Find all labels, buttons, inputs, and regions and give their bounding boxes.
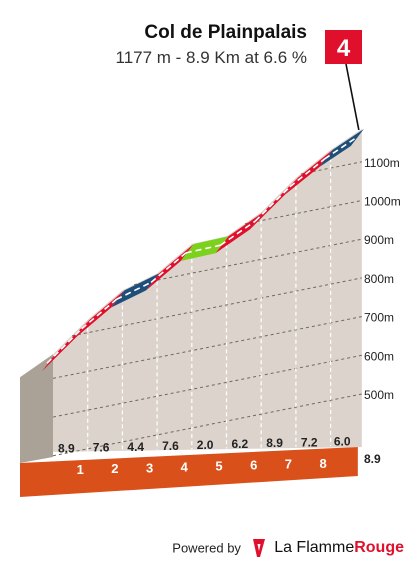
summit-flag-label: 4 xyxy=(337,35,351,62)
elevation-gridline xyxy=(133,238,362,286)
footer-credit: Powered by La FlammeRouge xyxy=(0,538,404,558)
km-marker-label: 6 xyxy=(250,458,257,473)
flag-pole xyxy=(345,63,360,131)
elevation-gridline xyxy=(52,393,362,457)
elevation-gridline xyxy=(244,200,362,225)
elevation-tick-label: 900m xyxy=(364,233,394,247)
km-marker-label: 3 xyxy=(146,460,153,475)
gradient-label: 6.2 xyxy=(232,437,249,451)
brand-name-accent: Rouge xyxy=(354,539,404,556)
elevation-tick-label: 700m xyxy=(364,311,394,325)
km-marker-label: 2 xyxy=(111,461,118,476)
brand-name-main: La Flamme xyxy=(274,539,355,556)
gradient-label: 8.9 xyxy=(266,436,283,450)
road-centerline xyxy=(220,220,256,246)
road-centerline xyxy=(81,298,117,330)
road-centerline xyxy=(254,186,291,222)
climb-title: Col de Plainpalais xyxy=(144,22,307,43)
gradient-label: 8.9 xyxy=(58,442,75,456)
gradient-label: 7.2 xyxy=(301,435,318,449)
road-centerline xyxy=(150,252,187,283)
road-centerline xyxy=(289,158,326,188)
road-segment xyxy=(180,236,229,261)
total-distance-label: 8.9 xyxy=(364,452,381,466)
km-marker-label: 4 xyxy=(181,459,189,474)
elevation-tick-label: 800m xyxy=(364,272,394,286)
elevation-tick-label: 1000m xyxy=(364,195,401,209)
elevation-gridline xyxy=(52,354,362,418)
gradient-label: 2.0 xyxy=(197,438,214,452)
elevation-tick-label: 500m xyxy=(364,388,394,402)
powered-by-text: Powered by xyxy=(172,540,241,556)
road-centerline xyxy=(116,281,152,301)
brand-name: La FlammeRouge xyxy=(274,539,404,556)
km-marker-label: 8 xyxy=(319,456,326,471)
elevation-gridline xyxy=(300,161,362,175)
elevation-gridline xyxy=(52,316,362,379)
climb-subtitle: 1177 m - 8.9 Km at 6.6 % xyxy=(115,48,308,67)
summit-flag xyxy=(325,30,362,64)
road-centerline xyxy=(324,137,357,160)
gradient-label: 6.0 xyxy=(334,434,351,448)
flamme-rouge-logo-icon xyxy=(252,539,265,557)
km-marker-label: 7 xyxy=(285,457,292,472)
km-marker-label: 5 xyxy=(215,459,222,474)
gradient-label: 7.6 xyxy=(162,439,179,453)
road-centerline xyxy=(46,328,83,364)
km-marker-label: 1 xyxy=(77,462,84,477)
elevation-tick-label: 600m xyxy=(364,349,394,363)
road-centerline xyxy=(185,244,221,254)
gradient-label: 7.6 xyxy=(93,441,110,455)
elevation-tick-label: 1100m xyxy=(364,156,400,170)
km-band xyxy=(20,447,358,497)
gradient-label: 4.4 xyxy=(127,440,144,454)
elevation-gridline xyxy=(71,277,362,337)
profile-left-wall xyxy=(20,354,53,463)
